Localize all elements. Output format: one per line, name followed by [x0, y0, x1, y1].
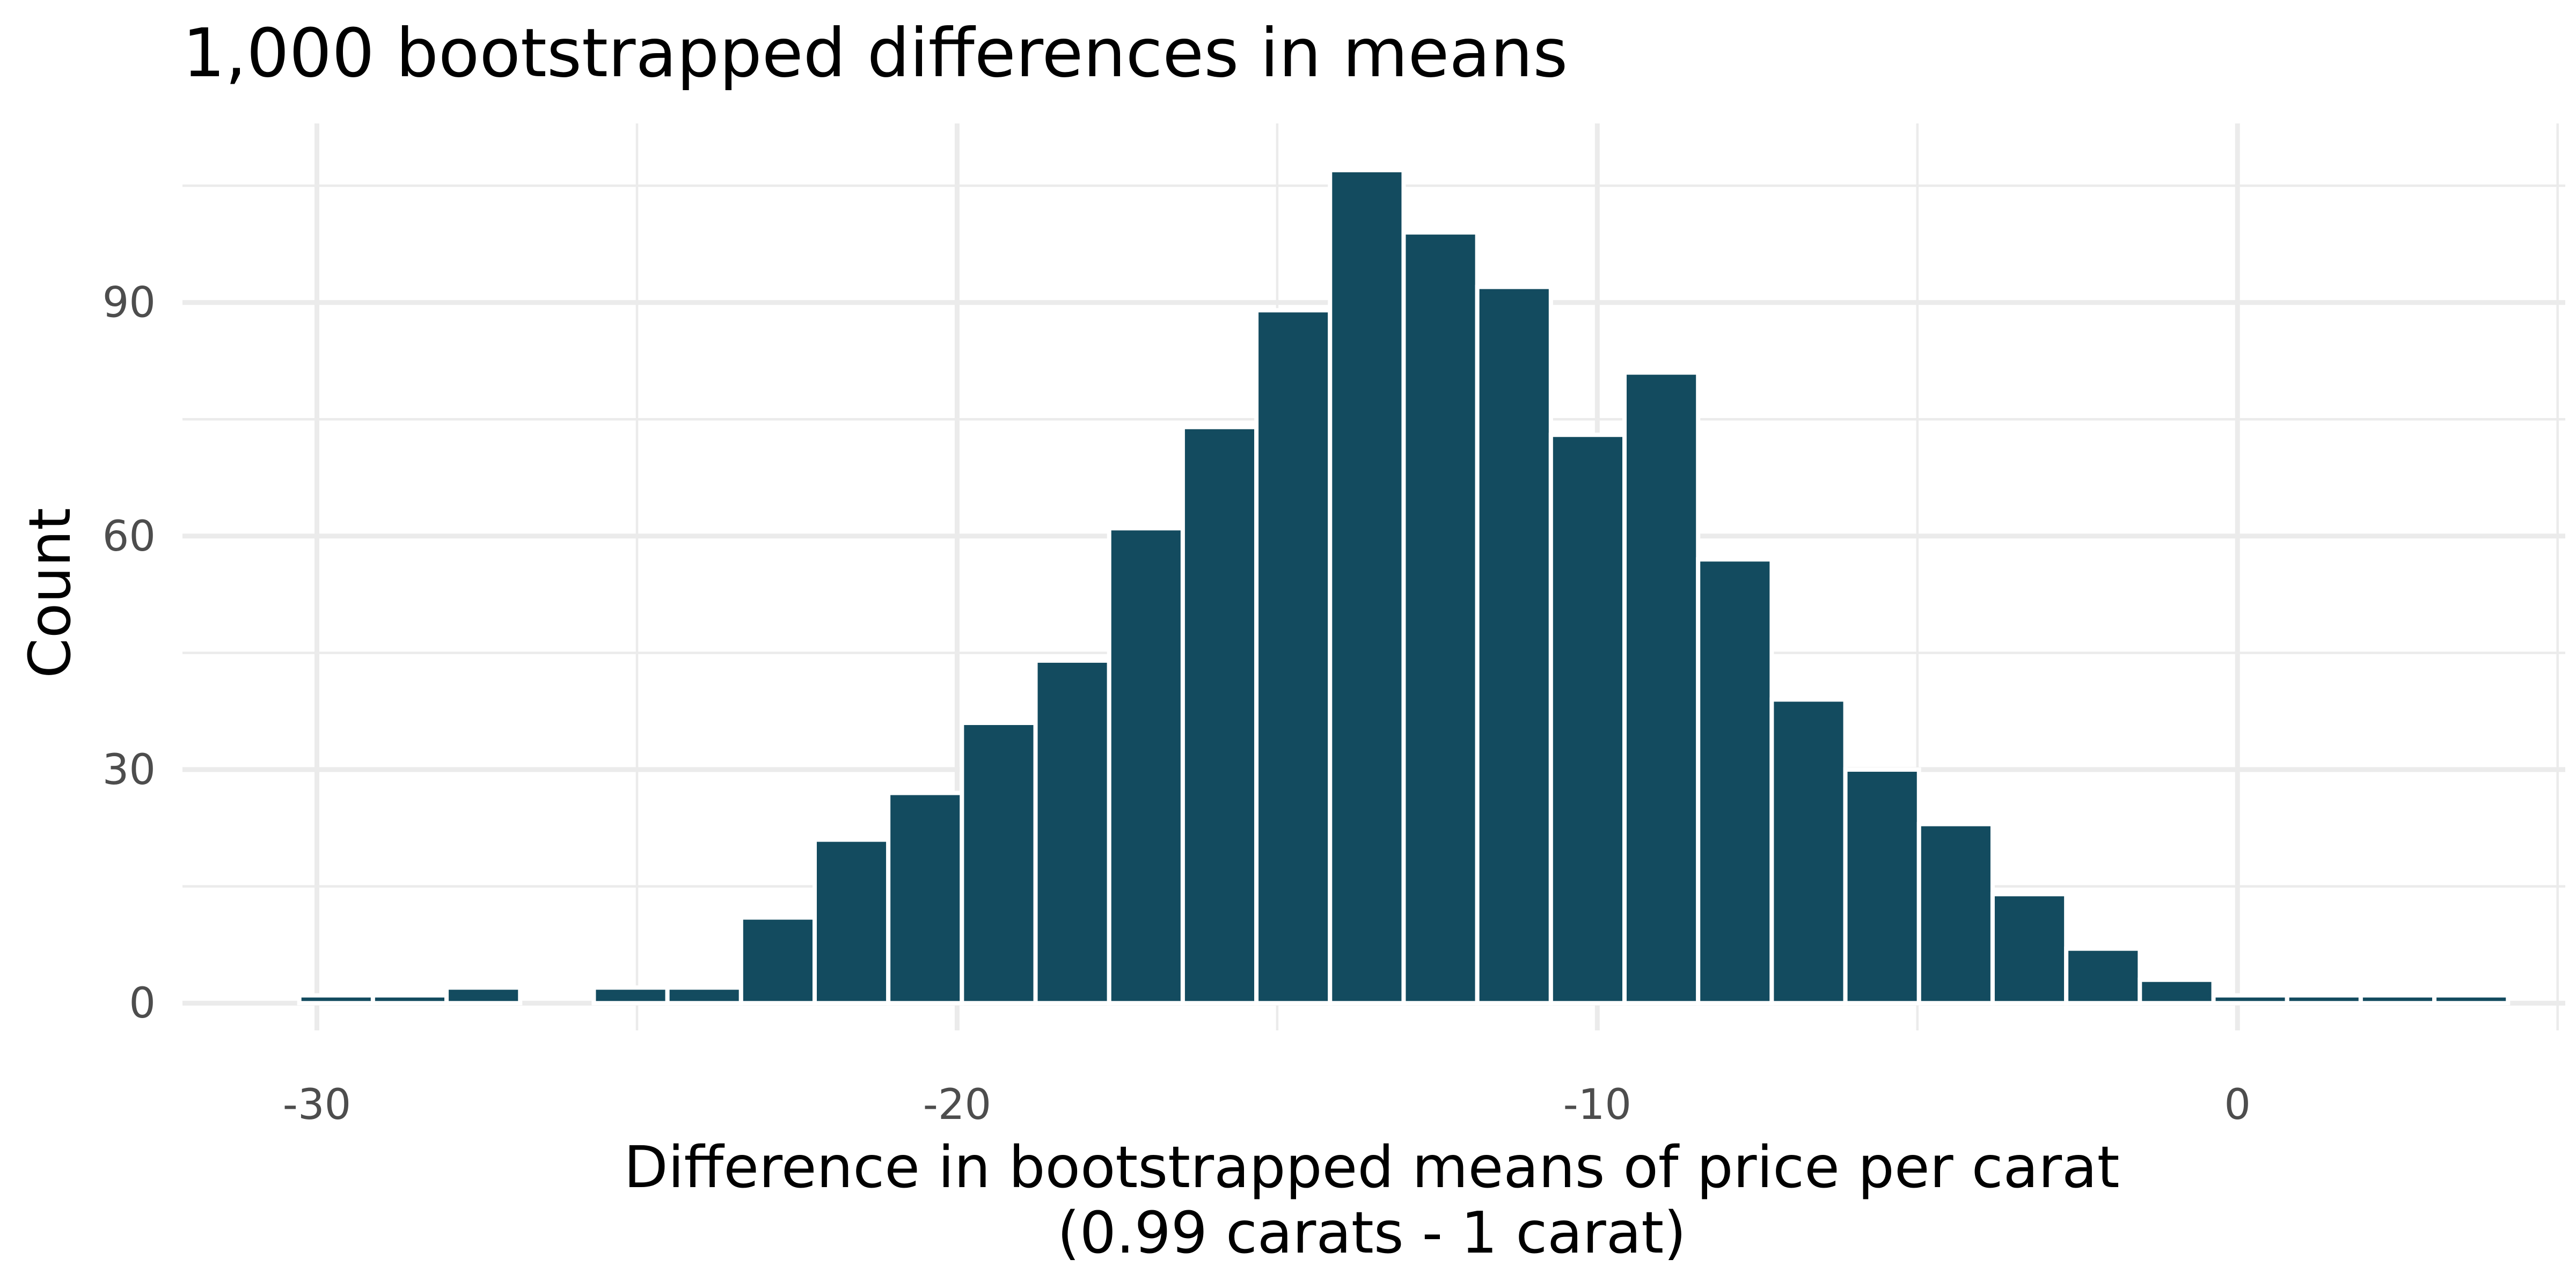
x-tick-label: -30	[283, 1081, 351, 1129]
histogram-bar	[1769, 697, 1848, 1006]
y-tick-label: 30	[103, 746, 156, 794]
histogram-bar	[444, 985, 523, 1006]
x-axis-title-line2: (0.99 carats - 1 carat)	[1057, 1200, 1686, 1267]
histogram-bar	[960, 720, 1038, 1006]
x-tick-label: -20	[923, 1081, 991, 1129]
histogram-bar	[1622, 370, 1701, 1006]
histogram-bar	[738, 915, 817, 1006]
histogram-bars	[297, 168, 2511, 1006]
y-axis-tick-labels: 0 30 60 90	[103, 279, 156, 1028]
histogram-bar	[591, 985, 670, 1006]
histogram-bar	[1033, 658, 1111, 1006]
histogram-bar	[1548, 433, 1627, 1006]
y-axis-title: Count	[17, 508, 84, 678]
y-tick-label: 0	[129, 979, 156, 1028]
histogram-bar	[886, 791, 964, 1006]
histogram-bar	[1696, 557, 1774, 1006]
histogram-bar	[2432, 993, 2511, 1006]
histogram-bar	[2211, 993, 2289, 1006]
histogram-bar	[1843, 767, 1921, 1006]
histogram-bar	[1916, 822, 1995, 1006]
histogram-bar	[1401, 230, 1480, 1006]
chart-title: 1,000 bootstrapped differences in means	[182, 14, 1568, 92]
histogram-bar	[370, 993, 449, 1006]
histogram-bar	[665, 985, 743, 1006]
histogram-bar	[1328, 168, 1406, 1006]
histogram-bar	[1107, 526, 1185, 1006]
y-tick-label: 90	[103, 279, 156, 327]
histogram-bar	[1475, 284, 1553, 1006]
x-axis-title-line1: Difference in bootstrapped means of pric…	[624, 1135, 2119, 1201]
x-tick-label: -10	[1563, 1081, 1631, 1129]
histogram-bar	[1254, 308, 1333, 1006]
histogram-bar	[1180, 425, 1259, 1006]
histogram-bar	[1990, 892, 2069, 1006]
histogram-bar	[2064, 946, 2142, 1006]
y-tick-label: 60	[103, 513, 156, 561]
histogram-bar	[2358, 993, 2437, 1006]
histogram-bar	[2138, 977, 2216, 1006]
histogram-bar	[297, 993, 375, 1006]
histogram-bar	[812, 837, 891, 1006]
x-axis-tick-labels: -30 -20 -10 0	[283, 1081, 2251, 1129]
x-tick-label: 0	[2224, 1081, 2251, 1129]
histogram-bar	[2285, 993, 2363, 1006]
